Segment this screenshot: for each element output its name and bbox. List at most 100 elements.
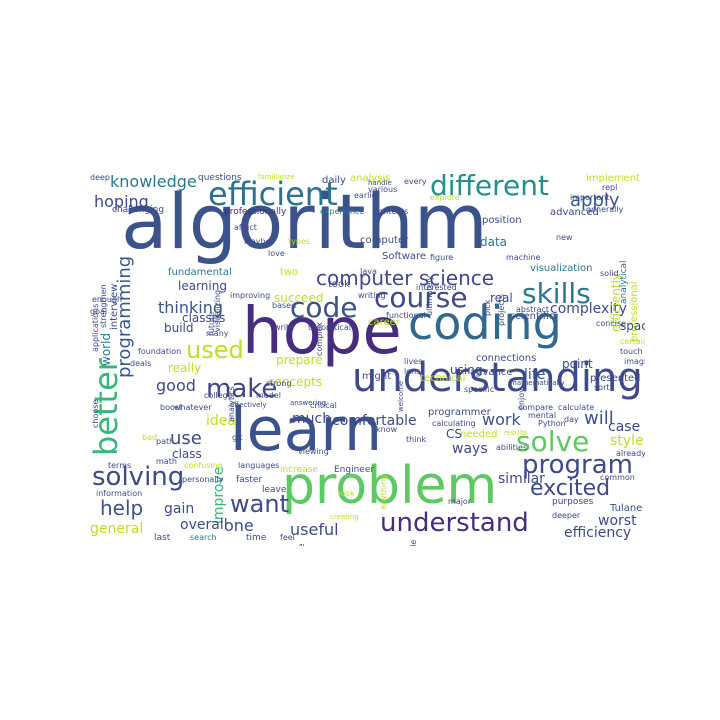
word-code: code <box>290 291 358 324</box>
word-fundamental: fundamental <box>168 267 232 278</box>
word-two: two <box>280 267 299 278</box>
word-compare: compare <box>518 403 554 412</box>
word-technical: technical <box>420 373 466 384</box>
word-make: make <box>206 374 278 404</box>
word-important: important <box>570 193 610 202</box>
word-succeed: succeed <box>274 291 324 305</box>
word-efficiency: efficiency <box>564 525 632 541</box>
word-thinking: thinking <box>158 298 224 317</box>
word-cs: CS <box>446 427 462 441</box>
word-strengthen: strengthen <box>99 284 108 328</box>
word-challenging: challenging <box>112 205 165 215</box>
word-programmer: programmer <box>428 407 491 418</box>
word-learning: learning <box>178 279 227 293</box>
word-mathematically: mathematically <box>510 379 565 387</box>
word-time: time <box>246 533 267 543</box>
word-information: information <box>96 489 143 498</box>
word-gain: gain <box>164 501 195 517</box>
word-think: think <box>406 435 427 444</box>
word-solve: solve <box>516 425 590 458</box>
word-build: build <box>164 321 194 335</box>
word-knowledge: knowledge <box>110 172 197 191</box>
word-tulane: Tulane <box>610 503 643 514</box>
word-understanding: understanding <box>352 355 643 401</box>
word-computer-science: computer science <box>316 266 495 290</box>
word-want: want <box>230 490 289 518</box>
word-types: types <box>288 237 311 246</box>
word-new: new <box>556 233 573 242</box>
word-major: major <box>448 497 472 506</box>
word-deals: deals <box>130 359 152 368</box>
word-space: space <box>620 319 645 333</box>
word-similar: similar <box>498 471 545 487</box>
word-work: work <box>482 410 521 429</box>
word-solving: solving <box>92 462 185 492</box>
word-choose: choose <box>91 399 100 428</box>
word-good: good <box>156 376 196 395</box>
word-calculating: calculating <box>432 419 476 428</box>
word-affect: affect <box>234 223 257 232</box>
word-love: love <box>268 249 285 258</box>
word-pick: pick <box>483 299 492 316</box>
word-touch: touch <box>620 347 643 356</box>
word-git: git <box>232 433 243 442</box>
word-point: point <box>562 357 593 371</box>
word-personally: personally <box>182 475 224 484</box>
word-data: data <box>480 235 508 249</box>
word-presented: presented <box>590 373 641 384</box>
word-analysis: analysis <box>350 173 391 184</box>
word-hope: hope <box>242 295 402 369</box>
word-college: college <box>204 391 233 400</box>
word-overall: overall <box>180 517 228 533</box>
word-visualizing: visualizing <box>213 289 222 332</box>
word-java: Java <box>360 267 377 276</box>
word-ultimately: ultimately <box>425 275 434 316</box>
word-machine: machine <box>506 253 541 262</box>
word-useful: useful <box>290 520 339 539</box>
word-career: career <box>368 317 400 328</box>
word-deeper: deeper <box>552 511 581 520</box>
word-coding: coding <box>408 296 562 350</box>
word-abstract: abstract <box>516 305 550 314</box>
word-using: using <box>450 363 483 377</box>
word-writing: writing <box>358 291 386 300</box>
word-apply: apply <box>570 190 620 211</box>
word-learn: learn <box>230 395 382 465</box>
word-computer: computer <box>360 235 409 246</box>
word-welcome: welcome <box>397 380 405 412</box>
word-world: world <box>99 332 113 366</box>
word-efficient: efficient <box>208 175 338 213</box>
word-might: might <box>362 371 392 382</box>
word-experience: experience <box>320 207 365 216</box>
word-program: program <box>522 450 633 480</box>
word-skills: skills <box>522 277 591 310</box>
word-comfortable: comfortable <box>332 413 417 429</box>
word-mental: mental <box>528 411 557 420</box>
word-projects: projects <box>497 294 506 326</box>
word-life: life <box>524 367 546 383</box>
word-lives: lives <box>404 357 423 366</box>
word-advanced: advanced <box>550 207 599 218</box>
word-many: many <box>206 329 229 338</box>
word-every: every <box>404 177 427 186</box>
word-understand: understand <box>380 508 529 538</box>
word-connections: connections <box>476 353 537 364</box>
word-anything: anything <box>379 474 388 510</box>
word-contexts: contexts <box>374 207 409 216</box>
word-real: real <box>490 291 513 305</box>
word-python: Python <box>538 419 566 428</box>
word-results: results <box>504 429 528 437</box>
word-needed: needed <box>460 429 498 440</box>
word-bad: bad <box>142 433 158 442</box>
word-used: used <box>186 336 244 364</box>
word-know: know <box>376 425 398 434</box>
word-enough: enough <box>92 295 123 304</box>
word-general: general <box>90 521 144 537</box>
word-creating: creating <box>330 513 359 521</box>
word-complexity: complexity <box>550 301 627 317</box>
word-critical: critical <box>310 401 337 410</box>
word-interview: interview <box>109 283 120 330</box>
word-class: class <box>172 447 202 461</box>
word-complex: complex <box>315 322 324 356</box>
